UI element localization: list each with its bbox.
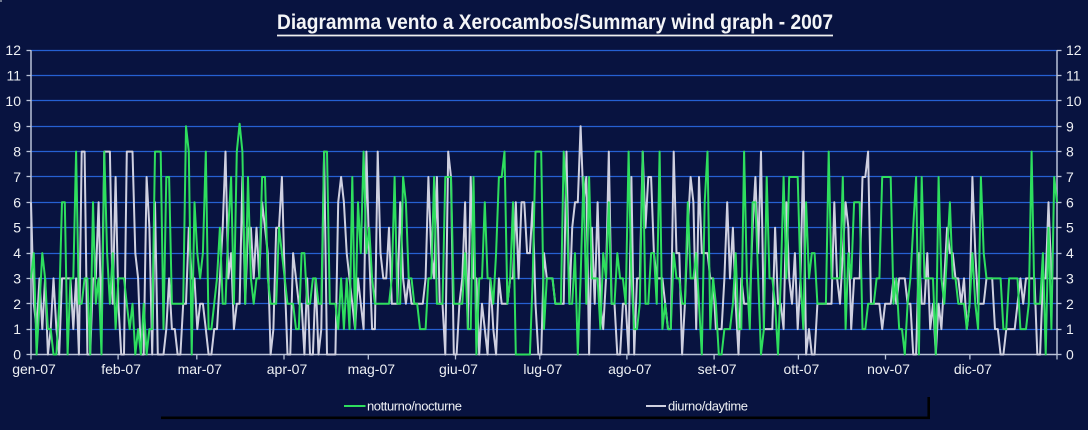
svg-text:notturno/nocturne: notturno/nocturne [367, 399, 462, 414]
svg-text:nov-07: nov-07 [867, 361, 910, 377]
svg-text:9: 9 [13, 118, 21, 134]
svg-text:dic-07: dic-07 [954, 361, 992, 377]
svg-text:12: 12 [1066, 42, 1082, 58]
svg-text:ott-07: ott-07 [783, 361, 819, 377]
svg-text:gen-07: gen-07 [12, 361, 56, 377]
svg-text:11: 11 [1066, 68, 1081, 84]
svg-text:giu-07: giu-07 [439, 361, 478, 377]
svg-text:diurno/daytime: diurno/daytime [668, 399, 748, 414]
svg-text:5: 5 [1066, 220, 1074, 236]
svg-text:11: 11 [6, 68, 21, 84]
svg-text:ago-07: ago-07 [608, 361, 652, 377]
svg-text:Diagramma vento a Xerocambos/S: Diagramma vento a Xerocambos/Summary win… [277, 11, 833, 34]
svg-text:mar-07: mar-07 [178, 361, 223, 377]
svg-text:apr-07: apr-07 [267, 361, 308, 377]
svg-text:3: 3 [13, 270, 21, 286]
svg-text:1: 1 [1066, 321, 1074, 337]
svg-text:3: 3 [1066, 270, 1074, 286]
svg-text:6: 6 [13, 194, 21, 210]
svg-text:8: 8 [1066, 144, 1074, 160]
svg-text:12: 12 [5, 42, 21, 58]
svg-text:6: 6 [1066, 194, 1074, 210]
svg-text:4: 4 [13, 245, 21, 261]
svg-text:7: 7 [13, 169, 21, 185]
svg-text:lug-07: lug-07 [523, 361, 562, 377]
svg-text:10: 10 [1066, 93, 1082, 109]
svg-text:2: 2 [1066, 296, 1074, 312]
svg-text:feb-07: feb-07 [101, 361, 141, 377]
svg-text:set-07: set-07 [698, 361, 737, 377]
svg-text:5: 5 [13, 220, 21, 236]
svg-text:1: 1 [13, 321, 21, 337]
svg-text:7: 7 [1066, 169, 1074, 185]
svg-text:9: 9 [1066, 118, 1074, 134]
svg-text:4: 4 [1066, 245, 1074, 261]
svg-text:2: 2 [13, 296, 21, 312]
svg-text:8: 8 [13, 144, 21, 160]
svg-text:mag-07: mag-07 [348, 361, 396, 377]
svg-text:0: 0 [1066, 347, 1074, 363]
svg-text:0: 0 [13, 347, 21, 363]
svg-text:10: 10 [5, 93, 21, 109]
